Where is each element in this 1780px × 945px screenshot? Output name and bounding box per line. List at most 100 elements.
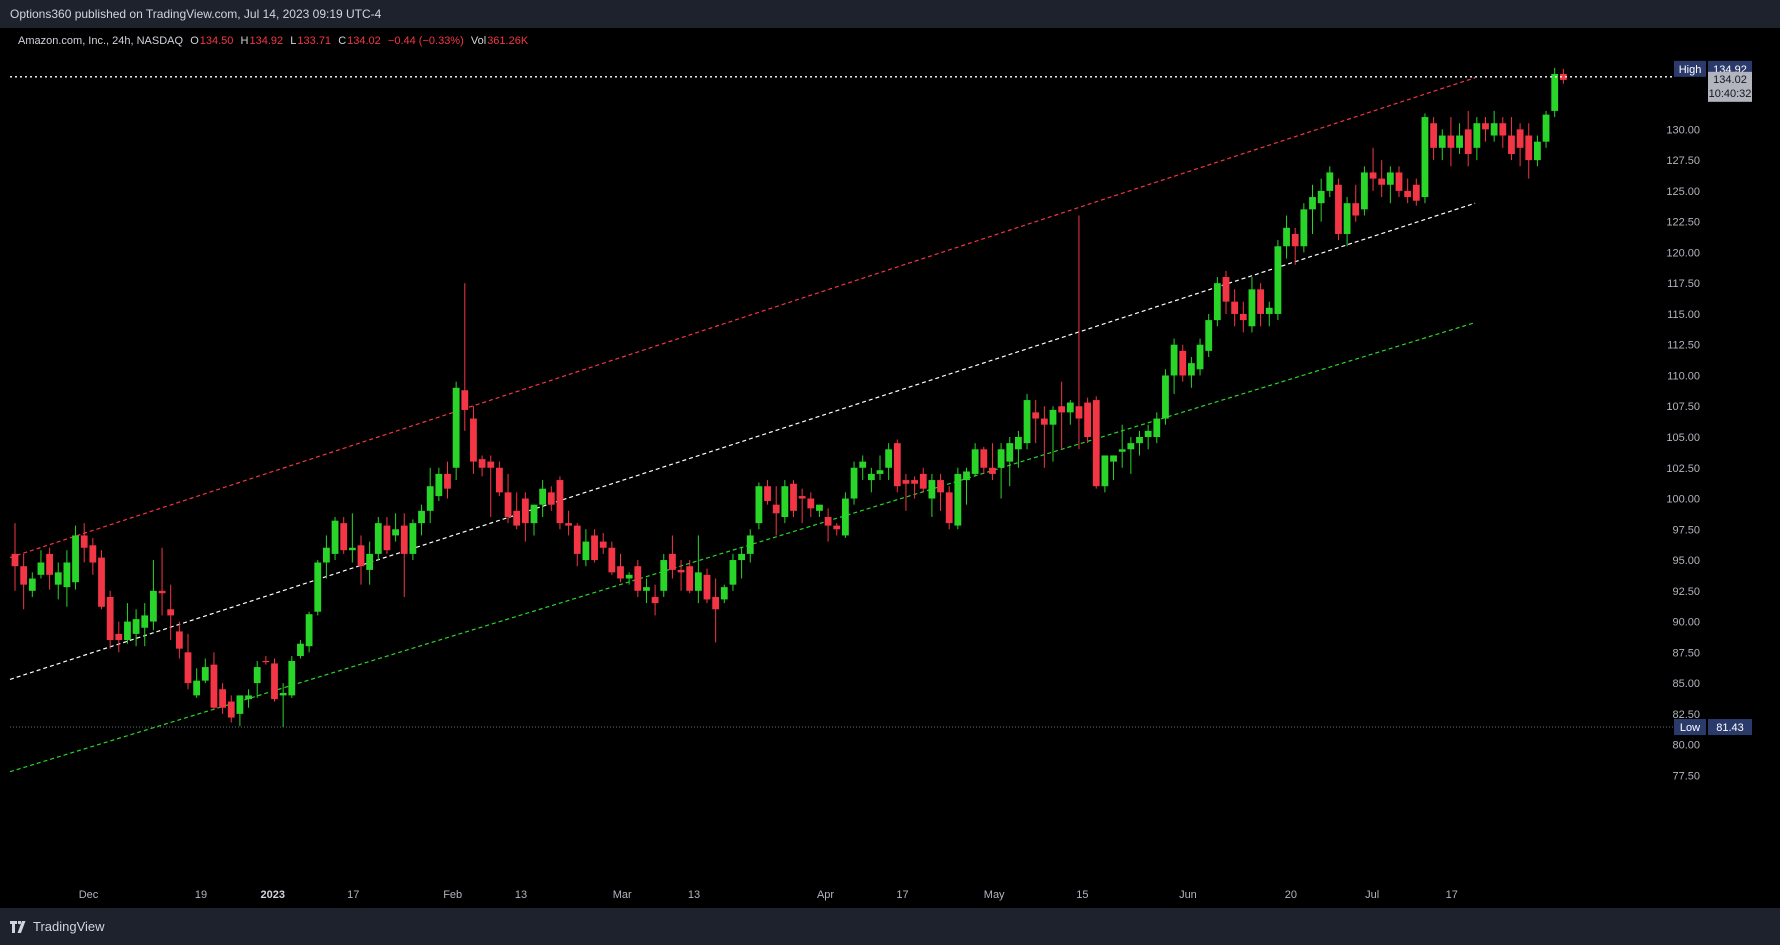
candle-down [1430, 117, 1437, 161]
candle-up [1144, 424, 1152, 450]
candle-body [1153, 418, 1161, 437]
candle-body [1482, 123, 1489, 130]
x-tick-label: 15 [1076, 889, 1088, 901]
candle-body [504, 492, 512, 517]
candle-down [271, 658, 278, 702]
candle-body [383, 525, 391, 551]
candle-body [816, 504, 823, 511]
candle-up [305, 611, 313, 653]
candle-down [1447, 117, 1455, 167]
candle-body [314, 562, 322, 612]
candle-body [227, 701, 235, 718]
candle-down [599, 532, 607, 554]
candle-down [547, 486, 555, 511]
candle-body [1032, 412, 1040, 419]
candle-down [798, 488, 806, 524]
candle-up [1542, 110, 1550, 148]
candle-down [1352, 184, 1360, 222]
candle-body [591, 535, 598, 561]
candle-body [1473, 123, 1481, 148]
candle-body [1542, 114, 1550, 142]
candle-up [1196, 338, 1204, 376]
candle-body [1499, 123, 1507, 136]
candle-down [980, 446, 988, 474]
y-tick-label: 90.00 [1672, 617, 1700, 629]
candle-up [1343, 197, 1351, 247]
candle-down [1092, 396, 1100, 489]
candle-body [720, 587, 728, 600]
candle-up [37, 550, 45, 579]
y-tick-label: 77.50 [1672, 770, 1700, 782]
candle-body [1179, 350, 1187, 376]
candle-body [418, 510, 425, 524]
candle-body [357, 545, 365, 567]
candle-body [902, 480, 910, 484]
candle-down [219, 683, 226, 714]
candle-body [366, 553, 374, 570]
candle-body [677, 569, 685, 573]
x-tick-label: 13 [515, 889, 527, 901]
candle-up [132, 609, 140, 647]
candle-body [150, 590, 157, 622]
candle-down [521, 492, 529, 542]
candle-body [1309, 197, 1316, 210]
candle-up [63, 550, 71, 607]
candle-body [997, 449, 1005, 468]
candle-down [1231, 289, 1239, 327]
candle-down [20, 553, 28, 610]
candle-body [1456, 135, 1463, 148]
candle-body [937, 480, 944, 493]
candle-down [1032, 400, 1040, 444]
candle-body [547, 492, 555, 505]
candlestick-chart[interactable]: 77.50 80.00 82.50 85.00 87.50 90.00 92.50 95.00… [0, 28, 1780, 908]
candle-body [1084, 402, 1091, 437]
candle-body [625, 574, 633, 579]
x-tick-label: Dec [79, 889, 99, 901]
candle-down [1404, 178, 1412, 204]
candle-body [521, 498, 529, 524]
candle-body [1205, 320, 1213, 351]
candle-down [461, 283, 469, 431]
candle-down [591, 529, 598, 563]
candle-up [28, 572, 36, 597]
candle-body [582, 541, 590, 561]
candle-down [1395, 166, 1403, 198]
y-tick-label: 85.00 [1672, 678, 1700, 690]
candle-down [634, 560, 642, 597]
candle-body [37, 562, 45, 575]
x-tick-label: Mar [613, 889, 632, 901]
candle-body [1386, 172, 1394, 185]
candle-body [1559, 73, 1567, 80]
x-tick-label: Jun [1179, 889, 1197, 901]
candle-body [1361, 172, 1368, 210]
y-tick-label: 100.00 [1666, 494, 1700, 506]
y-tick-label: 120.00 [1666, 247, 1700, 259]
candle-up [1049, 406, 1057, 462]
candle-body [539, 488, 547, 505]
candle-body [201, 667, 209, 681]
countdown-text: 10:40:32 [1709, 88, 1752, 100]
candle-body [1110, 455, 1117, 462]
candle-up [201, 658, 209, 684]
legend-open-label: O [190, 35, 199, 47]
candle-body [478, 459, 486, 468]
legend-symbol: Amazon.com, Inc., 24h, NASDAQ [18, 35, 184, 47]
chart-frame[interactable] [0, 28, 1780, 908]
candle-body [608, 547, 616, 573]
tradingview-logo[interactable]: TradingView [10, 919, 105, 934]
candle-body [253, 667, 261, 684]
candle-up [323, 535, 330, 579]
candle-body [435, 473, 443, 497]
y-tick-label: 82.50 [1672, 709, 1700, 721]
candle-down [444, 461, 451, 499]
candle-down [158, 547, 166, 616]
candle-down [608, 541, 616, 575]
candle-body [219, 689, 226, 708]
candle-body [115, 633, 123, 641]
candle-body [158, 590, 166, 594]
candle-up [409, 519, 417, 561]
candle-body [167, 609, 175, 616]
candle-body [634, 566, 642, 591]
candle-down [556, 476, 564, 530]
